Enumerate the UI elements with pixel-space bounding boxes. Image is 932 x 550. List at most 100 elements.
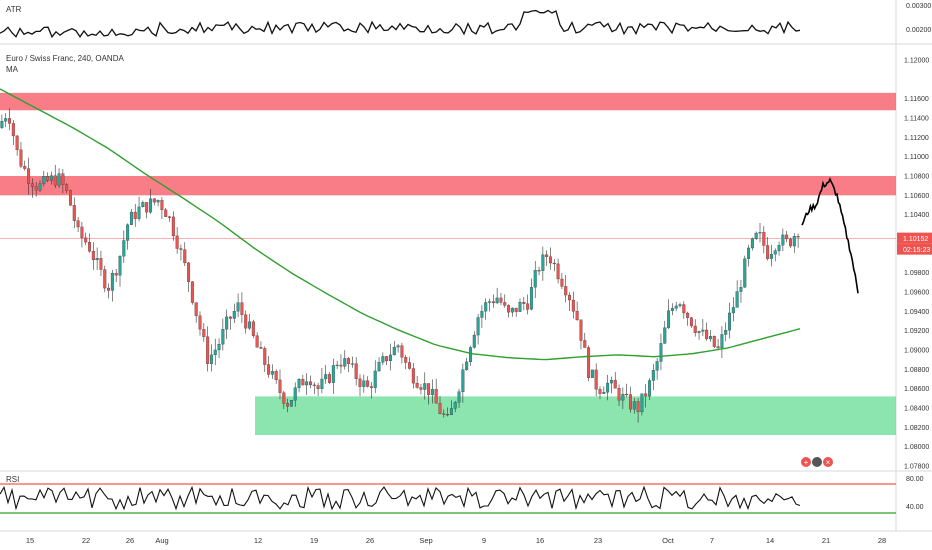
- price-tick-label: 1.09400: [904, 309, 929, 316]
- price-tick-label: 1.11200: [904, 135, 929, 142]
- candle-body: [457, 391, 461, 403]
- candle-body: [628, 394, 632, 410]
- candle-body: [495, 297, 499, 304]
- candle-body: [4, 118, 8, 122]
- candle-body: [476, 317, 480, 336]
- candle-body: [209, 354, 213, 364]
- candle-body: [514, 307, 518, 312]
- atr-line: [0, 9, 801, 39]
- candle-body: [152, 198, 156, 203]
- candle-body: [213, 349, 217, 356]
- candle-body: [396, 345, 400, 348]
- candle-body: [320, 378, 324, 389]
- candle-body: [788, 238, 792, 247]
- projection-drawing[interactable]: [801, 177, 859, 294]
- candle-body: [491, 301, 495, 304]
- candle-body: [377, 362, 381, 372]
- candle-body: [507, 305, 511, 313]
- candle-body: [34, 186, 38, 191]
- candle-body: [701, 329, 705, 332]
- zones-layer: [0, 92, 896, 436]
- candle-body: [388, 354, 392, 362]
- support-zone[interactable]: [255, 396, 896, 436]
- candle-body: [148, 198, 152, 213]
- time-axis-label: 22: [82, 536, 90, 545]
- drawing-toolbar[interactable]: + ×: [801, 457, 833, 467]
- candle-body: [259, 347, 263, 349]
- candle-body: [316, 385, 320, 389]
- time-axis-label: 19: [310, 536, 318, 545]
- atr-tick-low: 0.00200: [906, 27, 931, 34]
- resistance-zone[interactable]: [0, 176, 896, 196]
- candle-body: [53, 175, 57, 186]
- bar-countdown-value: 02:15:23: [903, 247, 930, 254]
- candle-body: [385, 356, 389, 362]
- add-alert-icon[interactable]: [801, 457, 811, 467]
- candle-body: [708, 336, 712, 340]
- candle-body: [366, 380, 370, 387]
- price-pane[interactable]: Euro / Swiss Franc, 240, OANDA MA + × 1.…: [0, 54, 932, 471]
- candle-body: [769, 254, 773, 259]
- candle-body: [88, 241, 92, 252]
- candle-body: [724, 330, 728, 335]
- atr-tick-high: 0.00300: [906, 3, 931, 10]
- candle-body: [362, 380, 366, 387]
- candle-body: [392, 346, 396, 356]
- candle-body: [720, 334, 724, 349]
- candle-body: [232, 311, 236, 319]
- candle-body: [712, 336, 716, 347]
- candle-body: [0, 121, 4, 128]
- candle-body: [267, 364, 271, 375]
- candle-body: [198, 315, 202, 330]
- candle-body: [468, 347, 472, 363]
- time-axis-label: Sep: [419, 536, 432, 545]
- candle-body: [743, 258, 747, 288]
- candle-body: [343, 358, 347, 367]
- candle-body: [499, 297, 503, 303]
- candle-body: [221, 329, 225, 345]
- candle-body: [358, 378, 362, 387]
- price-scale[interactable]: 1.12000 1.11600 1.11400 1.11200 1.11000 1.108…: [904, 58, 929, 471]
- time-axis-label: Aug: [155, 536, 168, 545]
- candle-body: [72, 205, 76, 221]
- candle-body: [411, 368, 415, 384]
- candle-body: [15, 135, 19, 150]
- candle-body: [30, 183, 34, 187]
- rsi-pane[interactable]: RSI 80.00 40.00: [0, 475, 924, 514]
- candle-body: [636, 401, 640, 413]
- resistance-zone[interactable]: [0, 92, 896, 111]
- candle-body: [453, 402, 457, 409]
- candle-body: [38, 183, 42, 191]
- atr-pane[interactable]: ATR 0.00300 0.00200: [0, 3, 931, 39]
- candle-body: [529, 287, 533, 310]
- candle-body: [61, 173, 65, 185]
- candle-body: [537, 270, 541, 272]
- candle-body: [49, 175, 53, 181]
- candle-body: [545, 254, 549, 257]
- candle-body: [168, 216, 172, 218]
- rsi-tick-80: 80.00: [906, 476, 924, 483]
- time-axis-label: 14: [766, 536, 774, 545]
- candle-body: [19, 149, 23, 167]
- price-tick-label: 1.08800: [904, 367, 929, 374]
- remove-icon[interactable]: [823, 457, 833, 467]
- candle-body: [91, 251, 95, 261]
- time-axis[interactable]: 15 22 26 Aug 12 19 26 Sep 9 16 23 Oct 7 14 21 28: [26, 536, 886, 545]
- candle-body: [404, 357, 408, 363]
- candle-body: [312, 384, 316, 386]
- candle-body: [480, 311, 484, 318]
- candle-body: [171, 216, 175, 237]
- candle-body: [80, 226, 84, 238]
- candle-body: [23, 166, 27, 169]
- candle-body: [533, 270, 537, 288]
- candle-body: [244, 314, 248, 329]
- price-tick-label: 1.09200: [904, 328, 929, 335]
- candle-body: [99, 258, 103, 270]
- object-tree-icon[interactable]: [812, 457, 822, 467]
- candle-body: [110, 272, 114, 291]
- candle-body: [160, 200, 164, 211]
- candle-body: [518, 301, 522, 312]
- price-tick-label: 1.09800: [904, 270, 929, 277]
- candle-body: [293, 387, 297, 401]
